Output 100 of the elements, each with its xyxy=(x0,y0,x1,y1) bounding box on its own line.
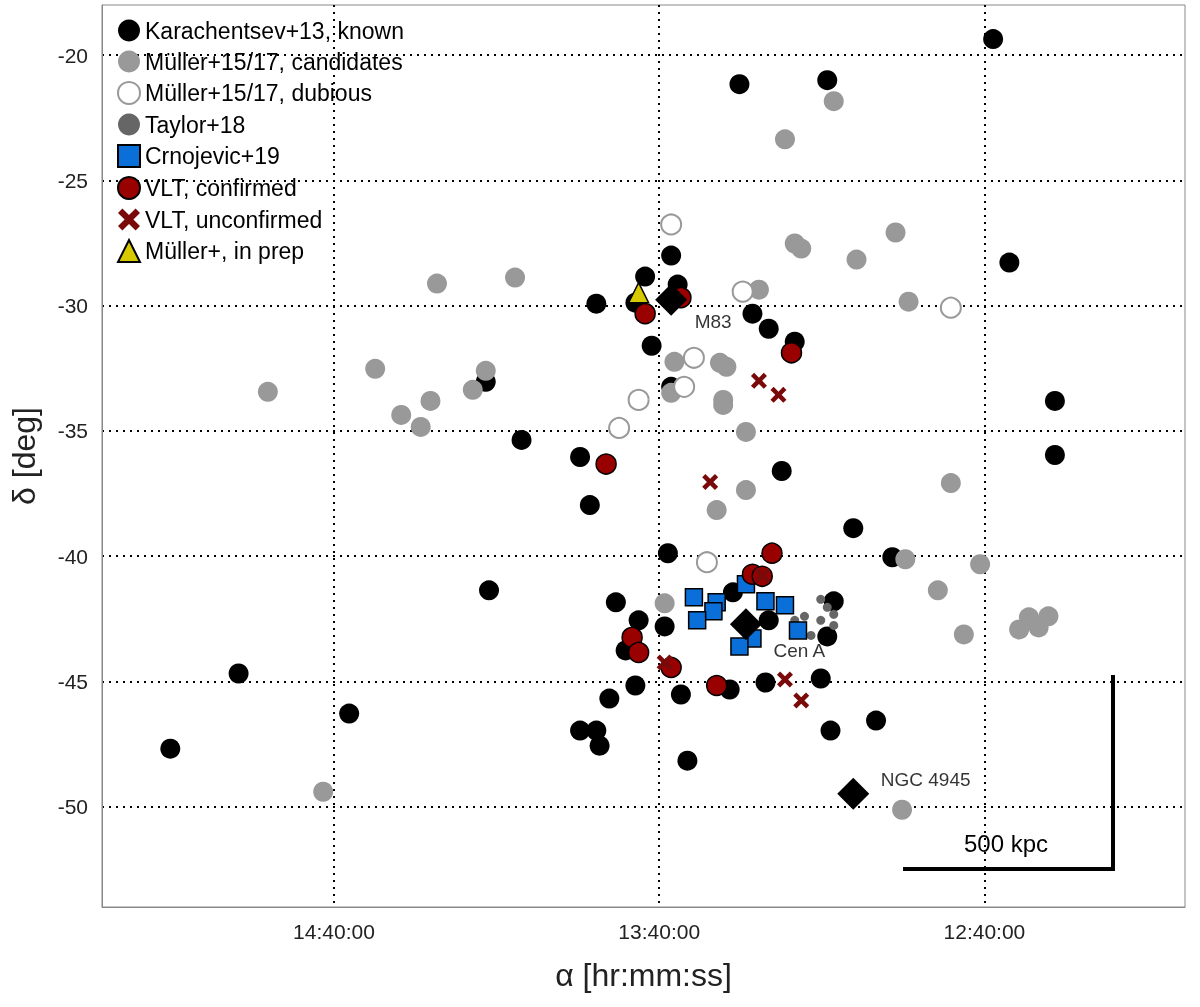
point xyxy=(829,620,839,630)
y-tick-label: -50 xyxy=(57,795,88,819)
point xyxy=(895,549,916,570)
point xyxy=(816,594,826,604)
point xyxy=(758,610,779,631)
point xyxy=(706,500,727,521)
point xyxy=(684,588,704,607)
point xyxy=(1044,390,1065,411)
point xyxy=(705,674,728,697)
point xyxy=(627,281,650,304)
legend-label: Crnojevic+19 xyxy=(145,143,280,169)
point xyxy=(829,609,839,619)
y-tick-label: -25 xyxy=(57,168,88,192)
point xyxy=(776,671,793,688)
point xyxy=(608,416,631,439)
point xyxy=(641,335,662,356)
point xyxy=(793,692,810,709)
point xyxy=(427,273,447,294)
y-tick-label: -30 xyxy=(57,294,88,318)
point xyxy=(579,495,600,516)
point xyxy=(940,473,961,494)
point xyxy=(160,738,181,759)
point xyxy=(313,781,334,802)
x-tick-label: 12:40:00 xyxy=(943,920,1026,943)
point xyxy=(729,608,762,641)
annotation: 500 kpc xyxy=(963,830,1049,858)
point xyxy=(257,381,278,402)
point xyxy=(716,356,737,377)
point xyxy=(634,302,656,325)
point xyxy=(682,346,705,369)
point xyxy=(791,238,812,259)
annotation: M83 xyxy=(694,311,732,333)
point xyxy=(846,249,867,270)
legend-label: Karachentsev+13, known xyxy=(145,17,404,44)
point xyxy=(654,593,675,614)
point xyxy=(761,542,783,564)
y-axis-title: δ [deg] xyxy=(6,407,42,505)
x-tick-label: 14:40:00 xyxy=(293,920,375,943)
point xyxy=(775,596,795,615)
point xyxy=(462,379,483,400)
point xyxy=(627,388,650,411)
point xyxy=(817,70,838,91)
point xyxy=(570,720,591,741)
legend-label: Müller+15/17, dubious xyxy=(145,80,372,106)
point xyxy=(654,616,675,637)
legend-label: Müller+15/17, candidates xyxy=(145,48,403,75)
point xyxy=(1009,619,1030,640)
point xyxy=(756,592,775,611)
point xyxy=(837,777,870,810)
point xyxy=(771,461,792,482)
point xyxy=(664,351,685,372)
legend-label: VLT, unconfirmed xyxy=(145,206,323,233)
point xyxy=(391,404,412,425)
point xyxy=(586,293,607,314)
point xyxy=(479,580,500,601)
point xyxy=(628,610,649,631)
point xyxy=(780,342,803,364)
point xyxy=(625,675,646,696)
point xyxy=(605,592,626,613)
y-tick-label: -45 xyxy=(57,670,88,693)
point xyxy=(735,421,756,442)
y-tick-label: -35 xyxy=(57,419,88,443)
point xyxy=(339,703,360,724)
point xyxy=(595,453,617,475)
point xyxy=(670,684,691,705)
point xyxy=(589,735,610,756)
point xyxy=(774,129,795,150)
point xyxy=(687,611,707,630)
legend-label: Taylor+18 xyxy=(145,111,246,138)
point xyxy=(758,318,779,339)
point xyxy=(843,518,864,539)
point xyxy=(511,429,532,450)
point xyxy=(892,799,913,820)
annotation: NGC 4945 xyxy=(880,769,971,791)
point xyxy=(820,720,841,741)
point xyxy=(800,611,809,621)
point xyxy=(695,551,718,574)
point xyxy=(730,637,749,656)
point xyxy=(570,447,591,467)
point xyxy=(806,630,816,640)
x-tick-label: 13:40:00 xyxy=(618,920,701,943)
point xyxy=(365,358,386,379)
point xyxy=(673,375,696,398)
point xyxy=(677,750,698,771)
point xyxy=(475,360,496,381)
point xyxy=(599,688,620,709)
point xyxy=(635,266,656,287)
point xyxy=(953,624,974,645)
legend-label: Müller+, in prep xyxy=(145,238,305,264)
point xyxy=(866,710,887,731)
point xyxy=(742,303,763,324)
point xyxy=(999,252,1020,273)
point xyxy=(657,543,678,564)
point xyxy=(1038,606,1059,627)
point xyxy=(704,602,723,621)
point xyxy=(1044,445,1065,465)
point xyxy=(661,245,682,266)
point xyxy=(983,29,1004,50)
y-tick-label: -20 xyxy=(57,43,88,67)
point xyxy=(816,615,826,625)
